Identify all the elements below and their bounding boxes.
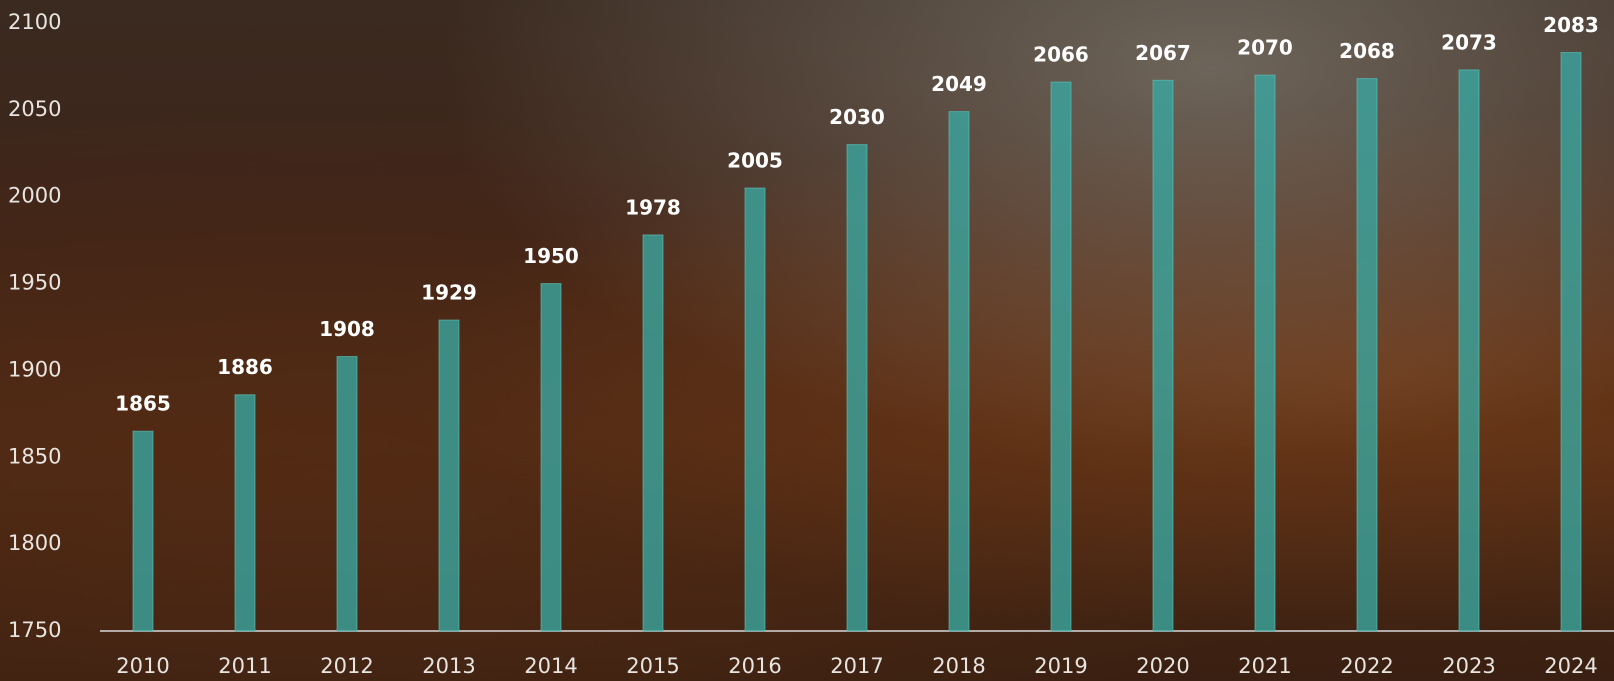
value-label: 1950 [523, 244, 579, 268]
x-tick-label: 2014 [524, 654, 577, 678]
x-tick-label: 2021 [1238, 654, 1291, 678]
value-label: 2049 [931, 72, 987, 96]
bar [1459, 70, 1479, 631]
value-label: 1908 [319, 317, 375, 341]
y-tick-label: 1750 [8, 618, 61, 642]
bar [949, 112, 969, 631]
x-tick-label: 2011 [218, 654, 271, 678]
x-tick-label: 2016 [728, 654, 781, 678]
bar [1561, 53, 1581, 631]
value-label: 1978 [625, 195, 681, 219]
x-tick-label: 2010 [116, 654, 169, 678]
value-label: 2070 [1237, 36, 1293, 60]
chart: 1750 1800 1850 1900 1950 2000 2050 2100 2010 1865… [0, 0, 1614, 681]
bar [235, 395, 255, 631]
x-tick-label: 2023 [1442, 654, 1495, 678]
x-tick-label: 2015 [626, 654, 679, 678]
value-label: 2083 [1543, 13, 1599, 37]
value-label: 2030 [829, 105, 885, 129]
value-label: 2067 [1135, 41, 1191, 65]
x-tick-label: 2024 [1544, 654, 1597, 678]
value-label: 1886 [217, 355, 273, 379]
x-tick-label: 2022 [1340, 654, 1393, 678]
x-tick-label: 2018 [932, 654, 985, 678]
bar [643, 235, 663, 631]
bar [337, 357, 357, 631]
x-tick-label: 2019 [1034, 654, 1087, 678]
bar [541, 284, 561, 631]
bar [439, 320, 459, 631]
y-tick-label: 1950 [8, 271, 61, 295]
x-tick-label: 2012 [320, 654, 373, 678]
x-tick-label: 2020 [1136, 654, 1189, 678]
bar [1051, 82, 1071, 631]
bar [847, 145, 867, 631]
x-tick-label: 2013 [422, 654, 475, 678]
value-label: 2005 [727, 149, 783, 173]
value-label: 2068 [1339, 39, 1395, 63]
y-tick-label: 2050 [8, 97, 61, 121]
page: 1750 1800 1850 1900 1950 2000 2050 2100 2010 1865… [0, 0, 1614, 681]
y-tick-label: 2100 [8, 10, 61, 34]
y-tick-label: 1900 [8, 357, 61, 381]
bar [1255, 75, 1275, 631]
bar [133, 431, 153, 631]
x-tick-label: 2017 [830, 654, 883, 678]
y-tick-label: 1800 [8, 531, 61, 555]
bar [745, 188, 765, 631]
y-tick-label: 2000 [8, 184, 61, 208]
value-label: 1865 [115, 392, 171, 416]
value-label: 2073 [1441, 30, 1497, 54]
y-tick-label: 1850 [8, 444, 61, 468]
value-label: 1929 [421, 281, 477, 305]
bar [1153, 80, 1173, 631]
bar [1357, 79, 1377, 631]
value-label: 2066 [1033, 43, 1089, 67]
